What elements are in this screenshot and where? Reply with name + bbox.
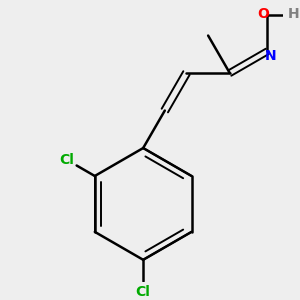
Text: O: O [257, 7, 269, 21]
Text: Cl: Cl [59, 153, 74, 167]
Text: H: H [287, 7, 299, 21]
Text: N: N [265, 50, 277, 63]
Text: Cl: Cl [136, 285, 151, 299]
